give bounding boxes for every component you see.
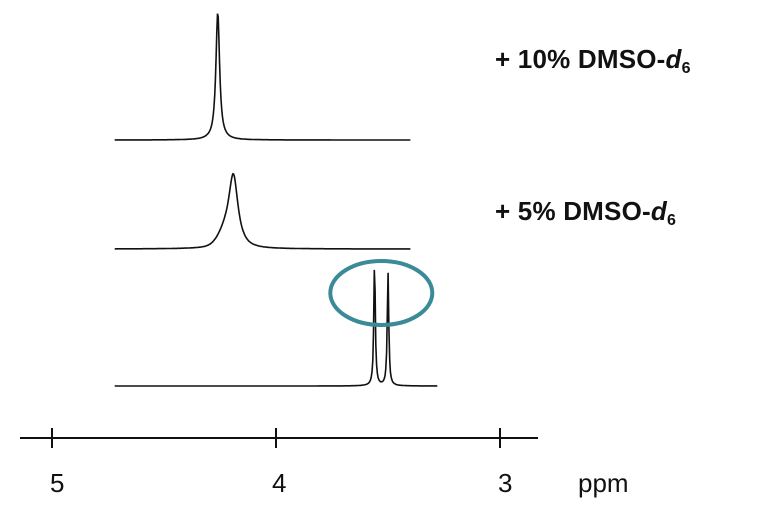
x-tick-label-3: 3 — [498, 468, 513, 498]
ppm-axis — [20, 428, 538, 448]
x-tick-label-4: 4 — [272, 468, 287, 498]
spectrum-trace-1 — [114, 13, 411, 141]
spectrum-trace-2 — [114, 172, 411, 250]
x-axis-unit-label: ppm — [578, 468, 629, 498]
highlight-ellipse — [328, 259, 435, 327]
spectrum-trace-3 — [114, 269, 438, 387]
x-tick-label-5: 5 — [50, 468, 65, 498]
series-label-10pct-dmso: + 10% DMSO-d6 — [495, 44, 691, 77]
series-label-5pct-dmso: + 5% DMSO-d6 — [495, 196, 677, 229]
spectra-group — [114, 13, 438, 387]
